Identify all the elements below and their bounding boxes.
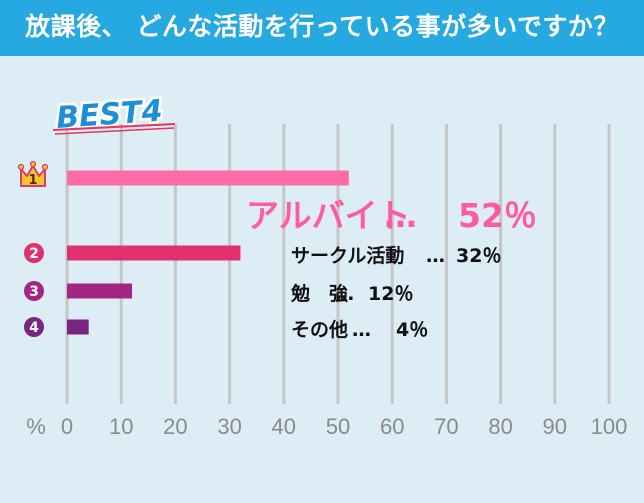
annotations: アルバイト… 52％サークル活動… 32％勉 強… 12％その他… 4％ xyxy=(246,196,537,341)
x-tick-label: 40 xyxy=(272,414,296,439)
rank-badge: 2 xyxy=(24,243,44,263)
x-tick-label: 10 xyxy=(109,414,133,439)
axis-unit-label: % xyxy=(26,414,46,439)
crown-jewel xyxy=(17,163,25,171)
value-label: 32％ xyxy=(456,245,501,267)
category-label: サークル活動 xyxy=(291,244,404,267)
crown-jewel xyxy=(29,160,37,168)
rank-number: 1 xyxy=(28,173,37,188)
rank-markers: 1 2 3 4 xyxy=(17,160,49,337)
bar-annotation: 勉 強… 12％ xyxy=(290,282,413,305)
bar-annotation: サークル活動 … 32％ xyxy=(291,244,501,267)
x-tick-label: 100 xyxy=(591,414,628,439)
badge-underline xyxy=(52,123,176,131)
x-tick-label: 70 xyxy=(434,414,458,439)
rank-badge: 4 xyxy=(24,317,44,337)
x-tick-label: 30 xyxy=(217,414,241,439)
x-tick-label: 0 xyxy=(61,414,73,439)
bar xyxy=(67,170,349,186)
separator: … xyxy=(352,319,371,341)
separator: … xyxy=(426,245,445,267)
separator: … xyxy=(384,196,417,235)
rank-number: 4 xyxy=(29,320,39,336)
rank-circle xyxy=(24,243,44,263)
crown-shape xyxy=(20,165,46,187)
bar xyxy=(67,319,89,335)
crown-icon: 1 xyxy=(17,160,49,188)
x-tick-label: 90 xyxy=(543,414,567,439)
category-label: アルバイト xyxy=(246,196,411,235)
bar-annotation: その他… 4％ xyxy=(291,318,428,341)
value-label: 52％ xyxy=(458,196,537,235)
x-tick-label: 80 xyxy=(488,414,512,439)
best-badge: BEST4 BEST4 xyxy=(52,91,176,138)
separator: … xyxy=(335,283,354,305)
rank-circle xyxy=(24,281,44,301)
x-tick-label: 20 xyxy=(163,414,187,439)
badge-underline xyxy=(54,127,175,135)
x-tick-label: 60 xyxy=(380,414,404,439)
x-axis-ticks: 0 10 20 30 40 50 60 70 80 90 100% xyxy=(26,414,627,439)
category-label: その他 xyxy=(291,318,348,341)
chart-title: 放課後、 どんな活動を行っている事が多いですか？ xyxy=(25,12,619,41)
bar xyxy=(67,283,133,299)
bar-annotation: アルバイト… 52％ xyxy=(246,196,537,235)
category-label: 勉 強 xyxy=(290,282,348,305)
x-tick-label: 50 xyxy=(326,414,350,439)
rank-circle xyxy=(24,317,44,337)
bar xyxy=(67,245,241,261)
title-bar: 放課後、 どんな活動を行っている事が多いですか？ xyxy=(0,0,644,56)
bars xyxy=(67,170,349,335)
crown-jewel xyxy=(41,163,49,171)
value-label: 4％ xyxy=(396,319,428,341)
value-label: 12％ xyxy=(368,283,413,305)
rank-badge: 3 xyxy=(24,281,44,301)
rank-number: 3 xyxy=(29,284,39,300)
rank-number: 2 xyxy=(29,246,39,262)
